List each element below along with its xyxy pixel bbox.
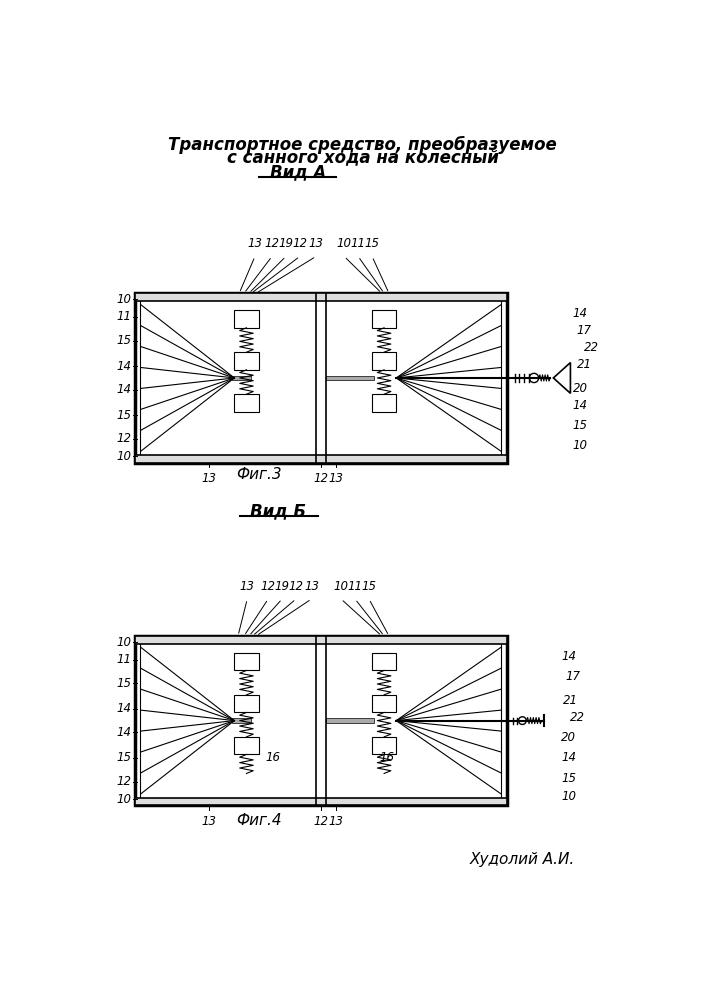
Text: Вид А: Вид А bbox=[269, 163, 326, 181]
Bar bbox=[235, 737, 259, 754]
Bar bbox=[235, 310, 259, 328]
Text: 12: 12 bbox=[293, 237, 308, 250]
Bar bbox=[325, 718, 374, 723]
Text: 13: 13 bbox=[328, 815, 344, 828]
Bar bbox=[372, 695, 396, 712]
Bar bbox=[140, 299, 501, 457]
Bar bbox=[232, 718, 251, 723]
Text: 11: 11 bbox=[351, 237, 366, 250]
Bar bbox=[372, 352, 396, 370]
Text: 15: 15 bbox=[116, 334, 131, 347]
Text: 10: 10 bbox=[573, 439, 588, 452]
Text: 12: 12 bbox=[261, 580, 276, 593]
Bar bbox=[135, 636, 507, 805]
Text: 10: 10 bbox=[561, 790, 576, 803]
Text: 16: 16 bbox=[266, 751, 281, 764]
Text: 13: 13 bbox=[240, 580, 255, 593]
Text: 12: 12 bbox=[116, 432, 131, 445]
Text: 15: 15 bbox=[116, 409, 131, 422]
Bar bbox=[372, 310, 396, 328]
Text: Худолий А.И.: Худолий А.И. bbox=[469, 852, 575, 867]
Text: 12: 12 bbox=[264, 237, 279, 250]
Bar bbox=[135, 293, 507, 463]
Text: 19: 19 bbox=[274, 580, 290, 593]
Circle shape bbox=[530, 373, 539, 383]
Bar bbox=[135, 798, 507, 805]
Text: 12: 12 bbox=[313, 472, 328, 485]
Text: 19: 19 bbox=[279, 237, 293, 250]
Text: 20: 20 bbox=[573, 382, 588, 395]
Text: 15: 15 bbox=[116, 751, 131, 764]
Bar bbox=[135, 455, 507, 463]
Bar bbox=[135, 293, 507, 301]
Text: 13: 13 bbox=[201, 472, 217, 485]
Text: 21: 21 bbox=[563, 694, 578, 707]
Text: с санного хода на колесный: с санного хода на колесный bbox=[227, 148, 498, 166]
Text: 13: 13 bbox=[247, 237, 262, 250]
Bar bbox=[235, 352, 259, 370]
Text: Фиг.4: Фиг.4 bbox=[236, 813, 281, 828]
Text: 17: 17 bbox=[577, 324, 592, 337]
Text: 13: 13 bbox=[328, 472, 344, 485]
Text: 20: 20 bbox=[561, 731, 576, 744]
Text: 21: 21 bbox=[577, 358, 592, 371]
Text: Фиг.3: Фиг.3 bbox=[236, 467, 281, 482]
Text: Транспортное средство, преобразуемое: Транспортное средство, преобразуемое bbox=[168, 136, 557, 154]
Text: 14: 14 bbox=[561, 650, 576, 663]
Text: 12: 12 bbox=[116, 775, 131, 788]
Text: 14: 14 bbox=[116, 726, 131, 739]
Text: 16: 16 bbox=[379, 751, 395, 764]
Text: 12: 12 bbox=[288, 580, 303, 593]
Bar bbox=[325, 376, 374, 380]
Text: 22: 22 bbox=[585, 341, 600, 354]
Text: 14: 14 bbox=[561, 751, 576, 764]
Bar bbox=[372, 737, 396, 754]
Text: 11: 11 bbox=[347, 580, 363, 593]
Text: 14: 14 bbox=[573, 307, 588, 320]
Bar bbox=[372, 394, 396, 412]
Text: 15: 15 bbox=[116, 677, 131, 690]
Text: 15: 15 bbox=[361, 580, 376, 593]
Text: 15: 15 bbox=[573, 419, 588, 432]
Text: 14: 14 bbox=[116, 383, 131, 396]
Text: 10: 10 bbox=[116, 636, 131, 649]
Text: 13: 13 bbox=[309, 237, 324, 250]
Text: 11: 11 bbox=[116, 310, 131, 323]
Text: 15: 15 bbox=[561, 772, 576, 785]
Text: 10: 10 bbox=[116, 793, 131, 806]
Bar bbox=[235, 394, 259, 412]
Bar bbox=[135, 636, 507, 644]
Text: 11: 11 bbox=[116, 653, 131, 666]
Text: 13: 13 bbox=[304, 580, 319, 593]
Text: 12: 12 bbox=[313, 815, 328, 828]
Text: 10: 10 bbox=[337, 237, 351, 250]
Text: Вид Б: Вид Б bbox=[250, 502, 306, 520]
Bar bbox=[235, 653, 259, 670]
Text: 10: 10 bbox=[116, 450, 131, 463]
Text: 15: 15 bbox=[365, 237, 380, 250]
Bar bbox=[235, 695, 259, 712]
Text: 14: 14 bbox=[573, 399, 588, 412]
Text: 10: 10 bbox=[334, 580, 349, 593]
Text: 22: 22 bbox=[571, 711, 585, 724]
Text: 17: 17 bbox=[565, 670, 580, 683]
Bar bbox=[140, 641, 501, 800]
Text: 14: 14 bbox=[116, 702, 131, 715]
Text: 13: 13 bbox=[201, 815, 217, 828]
Bar bbox=[372, 653, 396, 670]
Bar bbox=[232, 376, 251, 380]
Text: 10: 10 bbox=[116, 293, 131, 306]
Text: 14: 14 bbox=[116, 360, 131, 373]
Circle shape bbox=[518, 717, 526, 724]
